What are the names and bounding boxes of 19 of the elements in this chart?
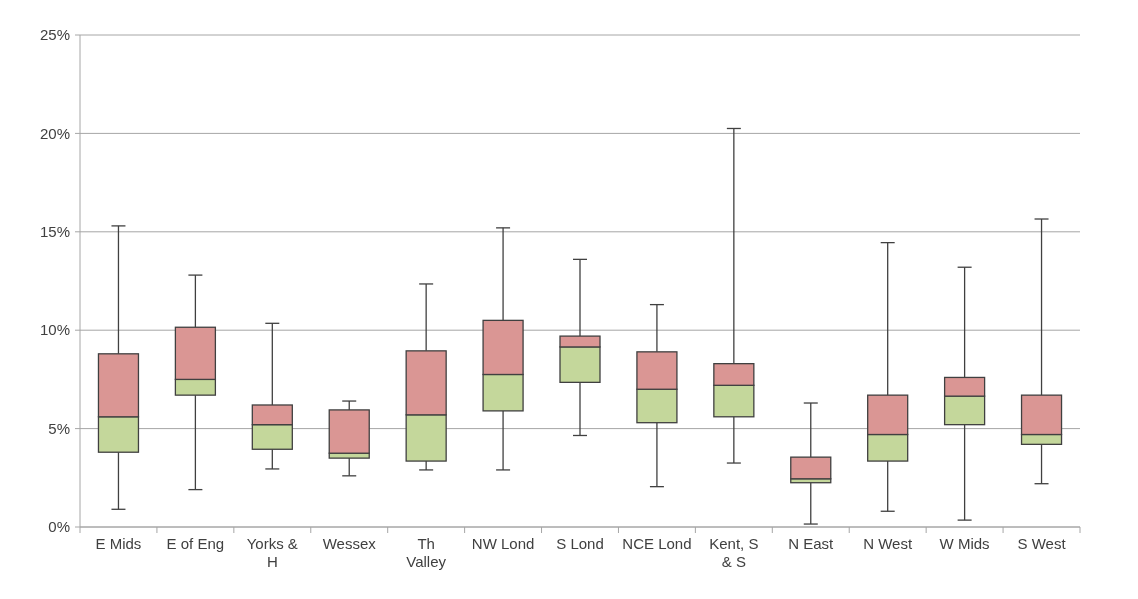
x-tick-label: W Mids [939, 535, 990, 552]
x-tick-label: Th Valley [406, 535, 447, 570]
x-tick-label: N East [788, 535, 835, 552]
x-tick-label: E Mids [95, 535, 142, 552]
x-tick-label: E of Eng [166, 535, 225, 552]
y-tick-label: 15% [39, 223, 70, 241]
x-tick-label: Yorks & H [246, 535, 298, 570]
x-tick-label: Wessex [322, 535, 377, 552]
y-tick-label: 20% [39, 124, 70, 142]
x-tick-label: Kent, S & S [709, 535, 759, 570]
y-tick-label: 5% [48, 419, 70, 437]
x-tick-label: NW Lond [471, 535, 535, 552]
x-tick-label: N West [863, 535, 913, 552]
x-tick-label: S West [1017, 535, 1067, 552]
y-tick-label: 25% [39, 26, 70, 44]
x-tick-label: S Lond [556, 535, 604, 552]
y-tick-label: 0% [48, 518, 70, 536]
y-tick-label: 10% [39, 321, 70, 339]
x-tick-label: NCE Lond [622, 535, 692, 552]
